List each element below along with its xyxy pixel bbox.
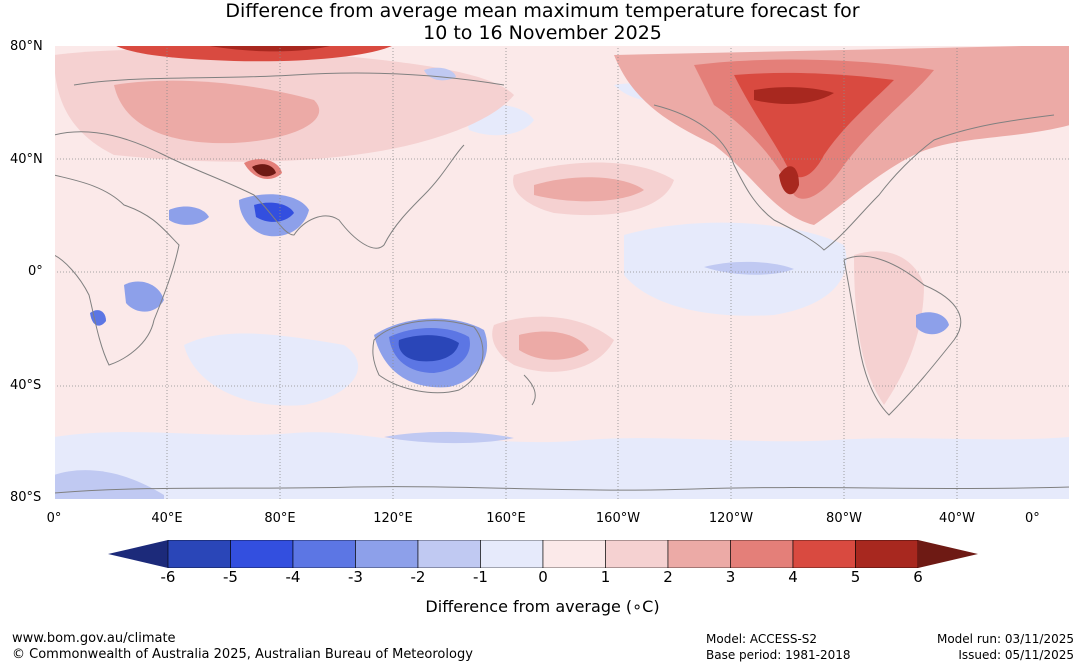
- coastline-africa: [54, 174, 180, 366]
- coastline-antarctica: [54, 486, 1070, 494]
- colorbar-swatch: [355, 540, 419, 568]
- map-border: [54, 45, 1070, 500]
- arabia-cool: [169, 206, 209, 225]
- colorbar-tick-label: 3: [725, 568, 736, 586]
- arctic-siberia-warm: [114, 45, 394, 62]
- madagascar-cool-core: [90, 310, 106, 326]
- lat-label-80n: 80°N: [10, 39, 43, 54]
- lon-label-40w: 40°W: [939, 511, 975, 526]
- colorbar-swatch: [792, 540, 856, 568]
- colorbar-tick-label: 0: [538, 568, 548, 586]
- lat-label-80s: 80°S: [10, 490, 42, 505]
- colorbar-extend-low: [108, 540, 168, 568]
- colorbar-segments: [108, 540, 978, 568]
- lon-label-80e: 80°E: [264, 511, 296, 526]
- colorbar-swatch: [855, 540, 919, 568]
- lon-label-0-left: 0°: [46, 511, 62, 526]
- coastline-north-asia: [73, 72, 505, 86]
- lat-label-40n: 40°N: [10, 152, 43, 167]
- footer-issued: Issued: 05/11/2025: [958, 648, 1074, 662]
- title-line-2: 10 to 16 November 2025: [423, 22, 662, 44]
- lon-label-160w: 160°W: [595, 511, 641, 526]
- colorbar-swatch: [480, 540, 544, 568]
- antarctic-cool-patch: [54, 470, 164, 500]
- north-pacific-warm-core: [534, 177, 644, 202]
- south-pacific-cool-strip: [384, 431, 514, 444]
- footer-website[interactable]: www.bom.gov.au/climate: [12, 631, 176, 646]
- colorbar-tick-label: -5: [223, 568, 238, 586]
- coastline-australia: [372, 320, 484, 394]
- tibet-warm-core: [252, 164, 276, 177]
- colorbar-tick-label: 1: [600, 568, 611, 586]
- colorbar-tick-label: 5: [850, 568, 861, 586]
- south-pacific-warm-core: [519, 331, 589, 360]
- footer-copyright: © Commonwealth of Australia 2025, Austra…: [12, 647, 473, 662]
- colorbar-tick-label: -4: [285, 568, 301, 586]
- lon-label-40e: 40°E: [151, 511, 183, 526]
- anomaly-map: [54, 45, 1070, 500]
- coastline-new-zealand: [523, 374, 536, 406]
- southern-ocean-cool: [54, 432, 1070, 500]
- australia-cool-core: [398, 335, 459, 362]
- colorbar-tick-label: -3: [348, 568, 363, 586]
- lon-label-160e: 160°E: [486, 511, 526, 526]
- indian-ocean-cool: [184, 333, 359, 406]
- lat-label-40s: 40°S: [10, 378, 42, 393]
- colorbar-swatch: [667, 540, 731, 568]
- colorbar-tick-label: -1: [473, 568, 488, 586]
- colorbar-swatch: [605, 540, 669, 568]
- title-line-1: Difference from average mean maximum tem…: [225, 0, 860, 22]
- colorbar: [108, 540, 978, 568]
- lon-label-120e: 120°E: [373, 511, 413, 526]
- north-america-warm-peak: [754, 87, 834, 105]
- coastline-north-america: [653, 104, 1055, 251]
- colorbar-tick-label: 2: [663, 568, 673, 586]
- lat-label-0: 0°: [28, 264, 43, 279]
- equatorial-pacific-cool-core: [704, 261, 794, 275]
- south-america-warm: [854, 251, 924, 405]
- colorbar-tick-label: 4: [788, 568, 798, 586]
- lon-label-80w: 80°W: [826, 511, 862, 526]
- coastline-south-america: [843, 255, 962, 416]
- madagascar-cool: [124, 281, 164, 312]
- graticule: [54, 45, 1070, 500]
- colorbar-swatch: [542, 540, 606, 568]
- colorbar-swatch: [730, 540, 794, 568]
- coastline-europe-asia: [54, 131, 465, 249]
- arctic-siberia-warm-core: [204, 45, 334, 52]
- footer-model-run: Model run: 03/11/2025: [936, 632, 1074, 646]
- colorbar-tick-label: -2: [410, 568, 426, 586]
- colorbar-tick-label: 6: [913, 568, 923, 586]
- india-cool-core: [254, 202, 294, 222]
- chart-title: Difference from average mean maximum tem…: [0, 0, 1085, 44]
- brazil-cool: [916, 312, 949, 335]
- colorbar-swatch: [292, 540, 356, 568]
- colorbar-title: Difference from average (∘C): [425, 597, 660, 616]
- colorbar-swatch: [417, 540, 481, 568]
- lon-label-0-right: 0°: [1025, 511, 1040, 526]
- lon-label-120w: 120°W: [708, 511, 754, 526]
- eurasia-warm-2: [114, 80, 320, 144]
- colorbar-swatch: [230, 540, 294, 568]
- footer-base-period: Base period: 1981-2018: [706, 648, 851, 662]
- colorbar-swatch: [167, 540, 231, 568]
- colorbar-tick-label: -6: [160, 568, 176, 586]
- coastlines: [54, 72, 1070, 494]
- footer-model: Model: ACCESS-S2: [706, 632, 818, 646]
- colorbar-extend-high: [918, 540, 978, 568]
- plains-warm-peak: [779, 166, 799, 195]
